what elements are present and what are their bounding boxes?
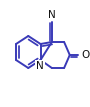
- Text: N: N: [36, 61, 43, 71]
- Text: N: N: [48, 10, 56, 20]
- Text: O: O: [81, 50, 89, 60]
